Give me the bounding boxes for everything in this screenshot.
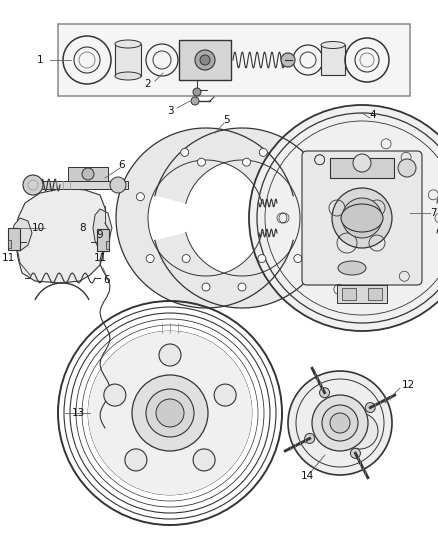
Bar (321, 45, 345, 75)
Bar (368, 288, 382, 300)
Text: 6: 6 (104, 275, 110, 285)
Text: 10: 10 (32, 223, 45, 233)
Bar (115, 44, 141, 76)
Circle shape (288, 371, 392, 475)
Text: 5: 5 (223, 115, 230, 125)
Circle shape (182, 255, 190, 263)
Circle shape (136, 192, 145, 201)
Circle shape (193, 88, 201, 96)
Text: 3: 3 (167, 106, 173, 116)
Bar (8, 240, 11, 248)
Circle shape (82, 168, 94, 180)
Text: 11: 11 (1, 253, 14, 263)
Circle shape (195, 50, 215, 70)
Polygon shape (116, 128, 293, 308)
Circle shape (350, 448, 360, 458)
Circle shape (146, 389, 194, 437)
Ellipse shape (115, 72, 141, 80)
Bar (106, 241, 109, 249)
Circle shape (342, 413, 378, 449)
Polygon shape (93, 209, 112, 251)
Circle shape (181, 148, 189, 156)
Circle shape (281, 53, 295, 67)
Text: 13: 13 (71, 408, 85, 418)
Circle shape (193, 449, 215, 471)
Text: 9: 9 (97, 230, 103, 240)
Ellipse shape (321, 42, 345, 49)
Circle shape (23, 175, 43, 195)
Circle shape (304, 192, 311, 201)
Ellipse shape (338, 261, 366, 275)
Circle shape (258, 255, 266, 263)
Circle shape (104, 384, 126, 406)
Circle shape (332, 188, 392, 248)
Text: 6: 6 (119, 160, 125, 170)
Text: 12: 12 (401, 380, 415, 390)
Circle shape (238, 283, 246, 291)
Bar (58, 24, 410, 96)
Bar (97, 229, 109, 251)
Circle shape (146, 255, 154, 263)
Circle shape (398, 159, 416, 177)
Text: 1: 1 (37, 55, 43, 65)
Circle shape (191, 97, 199, 105)
Polygon shape (12, 218, 32, 251)
Polygon shape (155, 128, 332, 308)
Circle shape (320, 387, 329, 398)
Bar (179, 40, 231, 80)
Text: 14: 14 (300, 471, 314, 481)
Text: 4: 4 (370, 110, 376, 120)
Circle shape (110, 177, 126, 193)
Circle shape (322, 405, 358, 441)
Circle shape (198, 158, 205, 166)
Text: 7: 7 (430, 208, 436, 218)
Text: 8: 8 (80, 223, 86, 233)
Bar (28, 181, 128, 189)
Circle shape (330, 413, 350, 433)
Circle shape (365, 402, 375, 413)
Circle shape (200, 55, 210, 65)
Bar (337, 285, 387, 303)
Circle shape (305, 433, 315, 443)
Circle shape (243, 158, 251, 166)
Circle shape (312, 395, 368, 451)
Ellipse shape (353, 154, 371, 172)
Polygon shape (15, 188, 108, 283)
Circle shape (132, 375, 208, 451)
Circle shape (159, 344, 181, 366)
Bar (68, 167, 108, 181)
Circle shape (249, 105, 438, 331)
FancyBboxPatch shape (302, 151, 422, 285)
Circle shape (156, 399, 184, 427)
Text: 11: 11 (93, 253, 106, 263)
Circle shape (88, 331, 252, 495)
Ellipse shape (115, 40, 141, 48)
Ellipse shape (341, 204, 383, 232)
Circle shape (202, 283, 210, 291)
Bar (342, 288, 356, 300)
Circle shape (294, 255, 302, 263)
Circle shape (259, 148, 267, 156)
Circle shape (214, 384, 236, 406)
Text: 2: 2 (145, 79, 151, 89)
Circle shape (125, 449, 147, 471)
Bar (8, 228, 20, 250)
Circle shape (342, 198, 382, 238)
Bar (330, 158, 394, 178)
